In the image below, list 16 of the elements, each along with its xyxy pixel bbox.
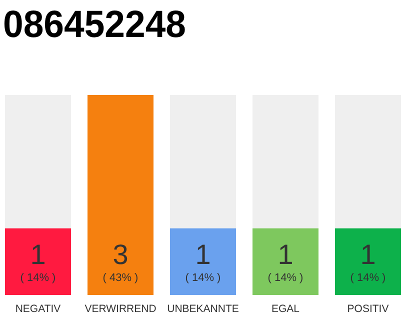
annotation: ( 14% ) bbox=[185, 272, 221, 284]
x-tick-label: POSITIV bbox=[347, 303, 389, 315]
data-label: 1 bbox=[278, 239, 294, 270]
chart-title: 086452248 bbox=[3, 4, 194, 46]
annotation: ( 14% ) bbox=[350, 272, 386, 284]
x-tick-label: UNBEKANNTE bbox=[167, 303, 239, 315]
annotation: ( 14% ) bbox=[268, 272, 304, 284]
data-label: 1 bbox=[195, 239, 211, 270]
x-tick-label: EGAL bbox=[271, 303, 300, 315]
data-label: 3 bbox=[112, 239, 128, 270]
x-tick-label: VERWIRREND bbox=[84, 303, 157, 315]
annotation: ( 14% ) bbox=[20, 272, 56, 284]
x-tick-label: NEGATIV bbox=[15, 303, 61, 315]
annotation: ( 43% ) bbox=[102, 272, 138, 284]
data-label: 1 bbox=[30, 239, 46, 270]
data-label: 1 bbox=[360, 239, 376, 270]
